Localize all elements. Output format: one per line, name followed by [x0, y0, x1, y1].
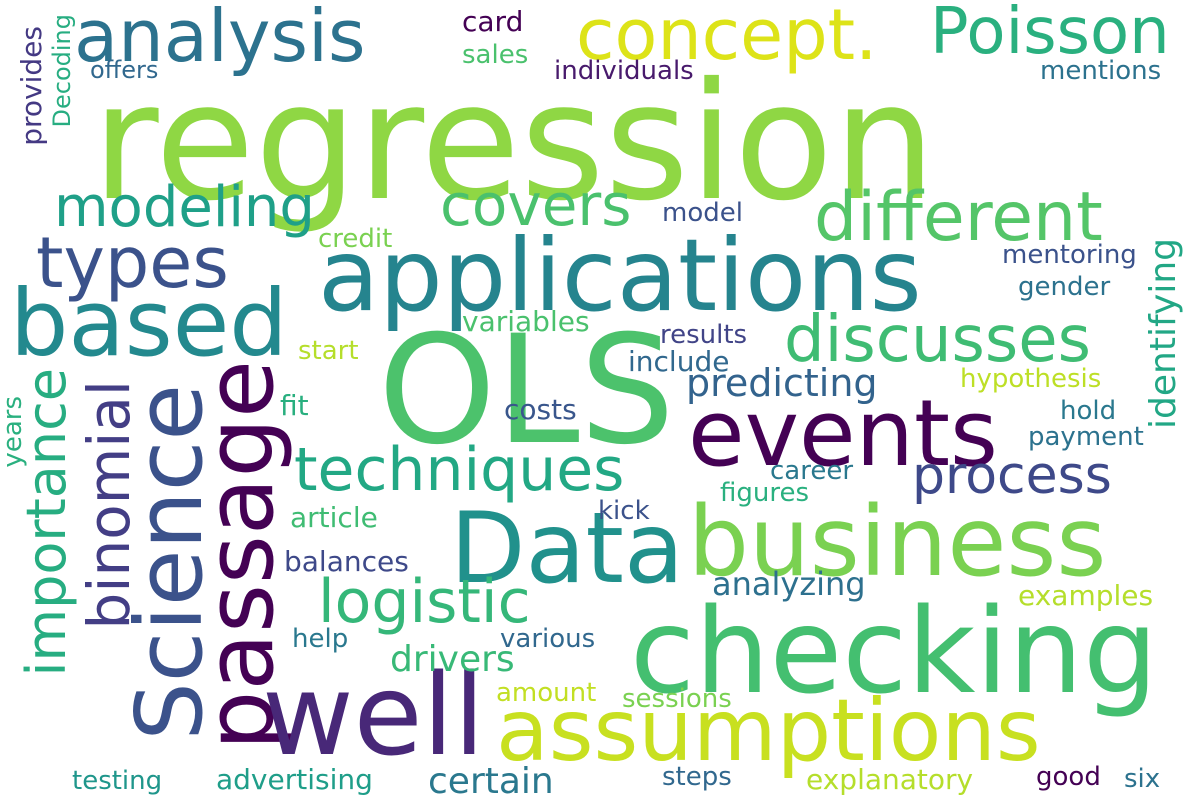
word-decoding: Decoding [48, 14, 76, 128]
word-mentoring: mentoring [1002, 240, 1137, 270]
word-discusses: discusses [784, 303, 1091, 377]
word-model: model [662, 198, 743, 228]
word-mentions: mentions [1040, 56, 1162, 86]
word-career: career [770, 456, 854, 486]
word-hypothesis: hypothesis [960, 364, 1102, 394]
word-advertising: advertising [216, 763, 373, 796]
word-applications: applications [318, 217, 922, 334]
word-different: different [814, 178, 1103, 257]
word-concept: concept. [576, 0, 878, 76]
word-drivers: drivers [390, 639, 515, 680]
word-provides: provides [15, 26, 48, 146]
word-variables: variables [462, 305, 590, 338]
word-well: well [262, 651, 485, 781]
word-based: based [10, 270, 288, 377]
word-payment: payment [1028, 422, 1144, 452]
word-explanatory: explanatory [806, 763, 974, 796]
word-steps: steps [662, 762, 732, 792]
word-sales: sales [462, 40, 529, 70]
word-importance: importance [15, 368, 78, 677]
word-regression: regression [92, 49, 936, 237]
word-data: Data [450, 492, 684, 606]
word-analyzing: analyzing [712, 565, 866, 603]
word-include: include [628, 345, 730, 378]
word-good: good [1036, 762, 1101, 792]
word-testing: testing [72, 766, 163, 796]
word-binomial: binomial [75, 380, 143, 630]
word-balances: balances [284, 545, 409, 578]
word-covers: covers [440, 171, 632, 239]
word-ols: OLS [378, 304, 675, 478]
word-checking: checking [630, 582, 1158, 720]
word-fit: fit [280, 389, 309, 422]
word-hold: hold [1060, 396, 1117, 426]
word-certain: certain [428, 761, 554, 800]
word-kick: kick [598, 496, 650, 526]
word-techniques: techniques [294, 435, 625, 505]
word-results: results [660, 320, 748, 350]
word-poisson: Poisson [930, 0, 1170, 69]
word-figures: figures [720, 478, 810, 508]
word-card: card [462, 5, 524, 38]
word-assumptions: assumptions [496, 681, 1041, 781]
word-amount: amount [496, 678, 597, 708]
word-logistic: logistic [318, 567, 531, 637]
word-various: various [500, 624, 596, 654]
word-analysis: analysis [74, 0, 366, 78]
word-help: help [292, 624, 349, 654]
word-events: events [688, 380, 998, 487]
word-credit: credit [318, 224, 393, 254]
word-process: process [912, 446, 1112, 506]
word-years: years [0, 396, 28, 468]
word-predicting: predicting [686, 361, 878, 405]
word-costs: costs [504, 393, 577, 426]
word-gender: gender [1018, 272, 1111, 302]
word-examples: examples [1018, 579, 1154, 612]
word-individuals: individuals [554, 56, 694, 86]
word-start: start [298, 336, 359, 366]
word-six: six [1124, 764, 1161, 794]
word-modeling: modeling [54, 175, 315, 240]
word-article: article [290, 501, 378, 534]
word-sessions: sessions [622, 684, 732, 714]
word-offers: offers [90, 56, 159, 84]
word-identifying: identifying [1143, 238, 1184, 429]
word-business: business [688, 486, 1107, 598]
word-types: types [36, 222, 229, 304]
